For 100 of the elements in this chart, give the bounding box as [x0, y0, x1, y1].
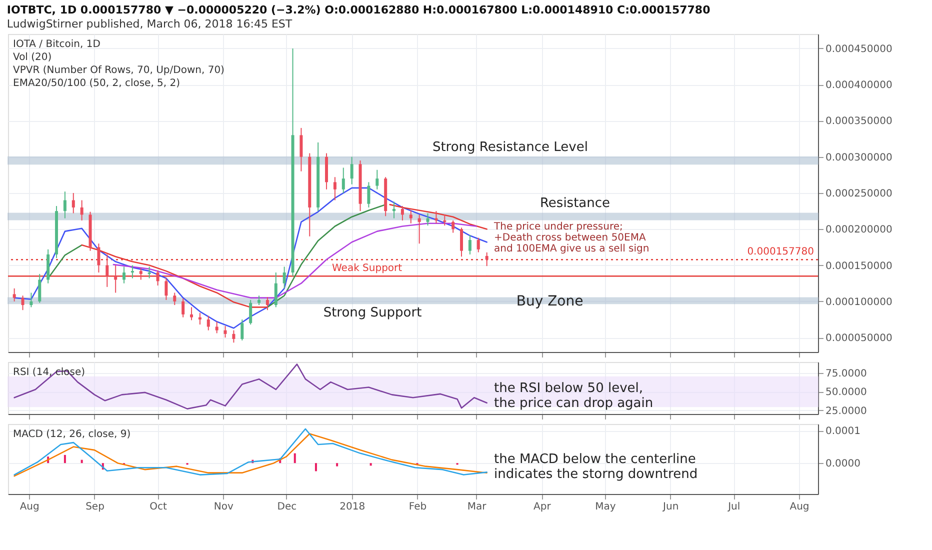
x-tick-label: Dec: [277, 502, 297, 512]
candlestick: [460, 227, 464, 258]
candlestick: [198, 312, 202, 326]
candlestick: [434, 210, 438, 224]
candlestick: [452, 220, 455, 234]
annotation: EMA20/50/100 (50, 2, close, 5, 2): [13, 78, 180, 89]
y-tick-label: 0.000400000: [826, 80, 892, 92]
candlestick: [367, 182, 370, 208]
y-tick-label: 0.000250000: [826, 188, 892, 200]
line-series: [389, 204, 488, 230]
candlestick: [21, 295, 24, 311]
annotation: the RSI below 50 level, the price can drop again: [494, 381, 654, 411]
annotation: Buy Zone: [516, 293, 584, 310]
candlestick: [190, 306, 194, 321]
x-tick-label: Aug: [20, 502, 40, 512]
x-tick-label: Nov: [214, 502, 234, 512]
candlestick: [418, 214, 421, 244]
annotation: MACD (12, 26, close, 9): [13, 429, 131, 440]
candlestick: [122, 266, 126, 284]
candlestick: [206, 315, 210, 331]
bar: [370, 463, 372, 466]
x-tick-label: Mar: [467, 502, 488, 512]
candlestick: [80, 200, 84, 221]
annotation: IOTA / Bitcoin, 1D: [13, 39, 101, 50]
candlestick: [249, 299, 252, 326]
candlestick: [476, 237, 480, 253]
candlestick: [97, 243, 100, 273]
candlestick: [156, 270, 160, 286]
y-tick-label: 0.0000: [826, 458, 860, 470]
candlestick: [258, 295, 261, 306]
candlestick: [300, 127, 303, 172]
x-tick-label: Apr: [534, 502, 552, 512]
y-tick-label: 50.0000: [826, 387, 867, 398]
candlestick: [12, 288, 16, 302]
candlestick: [130, 264, 134, 279]
y-tick-label: 0.000050000: [826, 333, 892, 344]
candlestick: [106, 254, 109, 288]
candlestick: [426, 212, 430, 226]
candlestick: [392, 201, 396, 219]
candlestick: [182, 298, 185, 318]
candlestick: [114, 264, 118, 294]
band-label: Strong Support: [323, 306, 422, 321]
candlestick: [485, 252, 488, 267]
candlestick: [30, 292, 33, 308]
ref-line-label: Weak Support: [332, 263, 402, 274]
annotation: the MACD below the centerline indicates the storng downtrend: [494, 452, 698, 482]
candlestick: [139, 268, 142, 280]
candlestick: [215, 321, 218, 334]
annotation: The price under pressure; +Death cross between 50EMA and 100EMA give us a sell sign: [493, 222, 650, 255]
candlestick: [232, 330, 236, 344]
x-tick-label: Jun: [662, 502, 679, 512]
candlestick: [240, 318, 244, 341]
bar: [314, 463, 317, 472]
candlestick: [409, 210, 412, 224]
y-tick-label: 75.0000: [826, 368, 867, 380]
candlestick: [274, 272, 278, 308]
chart-title: IOTBTC, 1D 0.000157780 ▼ −0.000005220 (−3.2%) O:0.000162880 H:0.000167800 L:0.000148910 C:0.000157780: [6, 4, 711, 16]
candlestick: [148, 266, 151, 279]
bar: [294, 453, 296, 464]
x-tick-label: Sep: [86, 502, 104, 512]
candlestick: [333, 176, 336, 201]
candlestick: [266, 296, 269, 311]
annotation: Vol (20): [13, 52, 52, 63]
candlestick: [376, 169, 379, 190]
candlestick: [342, 167, 345, 194]
y-tick-label: 0.000350000: [826, 116, 892, 128]
y-tick-label: 0.000450000: [826, 44, 892, 55]
candlestick: [173, 292, 176, 306]
bar: [80, 460, 83, 464]
y-tick-label: 25.0000: [826, 406, 867, 417]
x-tick-label: 2018: [340, 502, 366, 512]
x-tick-label: Aug: [790, 502, 810, 512]
annotation: VPVR (Number Of Rows, 70, Up/Down, 70): [13, 65, 225, 76]
candlestick: [224, 325, 227, 338]
x-tick-label: Feb: [408, 502, 427, 512]
candlestick: [282, 266, 286, 289]
band-label: Resistance: [540, 196, 610, 212]
candlestick: [164, 278, 168, 300]
candlestick: [443, 214, 446, 226]
ref-line-label: 0.000157780: [747, 246, 814, 258]
bar: [336, 463, 338, 466]
candlestick: [350, 156, 354, 185]
x-tick-label: Oct: [150, 502, 167, 512]
line-series: [14, 364, 488, 410]
chart-subtitle: LudwigStirner published, March 06, 2018 16:45 EST: [6, 18, 292, 30]
candlestick: [468, 234, 472, 255]
y-tick-label: 0.000200000: [826, 224, 892, 236]
y-tick-label: 0.0001: [826, 426, 860, 438]
x-tick-label: May: [595, 502, 616, 512]
line-series: [14, 187, 488, 329]
y-tick-label: 0.000150000: [826, 260, 892, 272]
y-tick-label: 0.000100000: [826, 296, 892, 308]
candlestick: [72, 192, 75, 214]
bar: [64, 454, 66, 464]
band-label: Strong Resistance Level: [432, 140, 588, 155]
candlestick: [400, 206, 404, 221]
candlestick: [38, 273, 42, 304]
candlestick: [63, 191, 66, 219]
x-tick-label: Jul: [727, 502, 740, 512]
y-tick-label: 0.000300000: [826, 152, 892, 164]
